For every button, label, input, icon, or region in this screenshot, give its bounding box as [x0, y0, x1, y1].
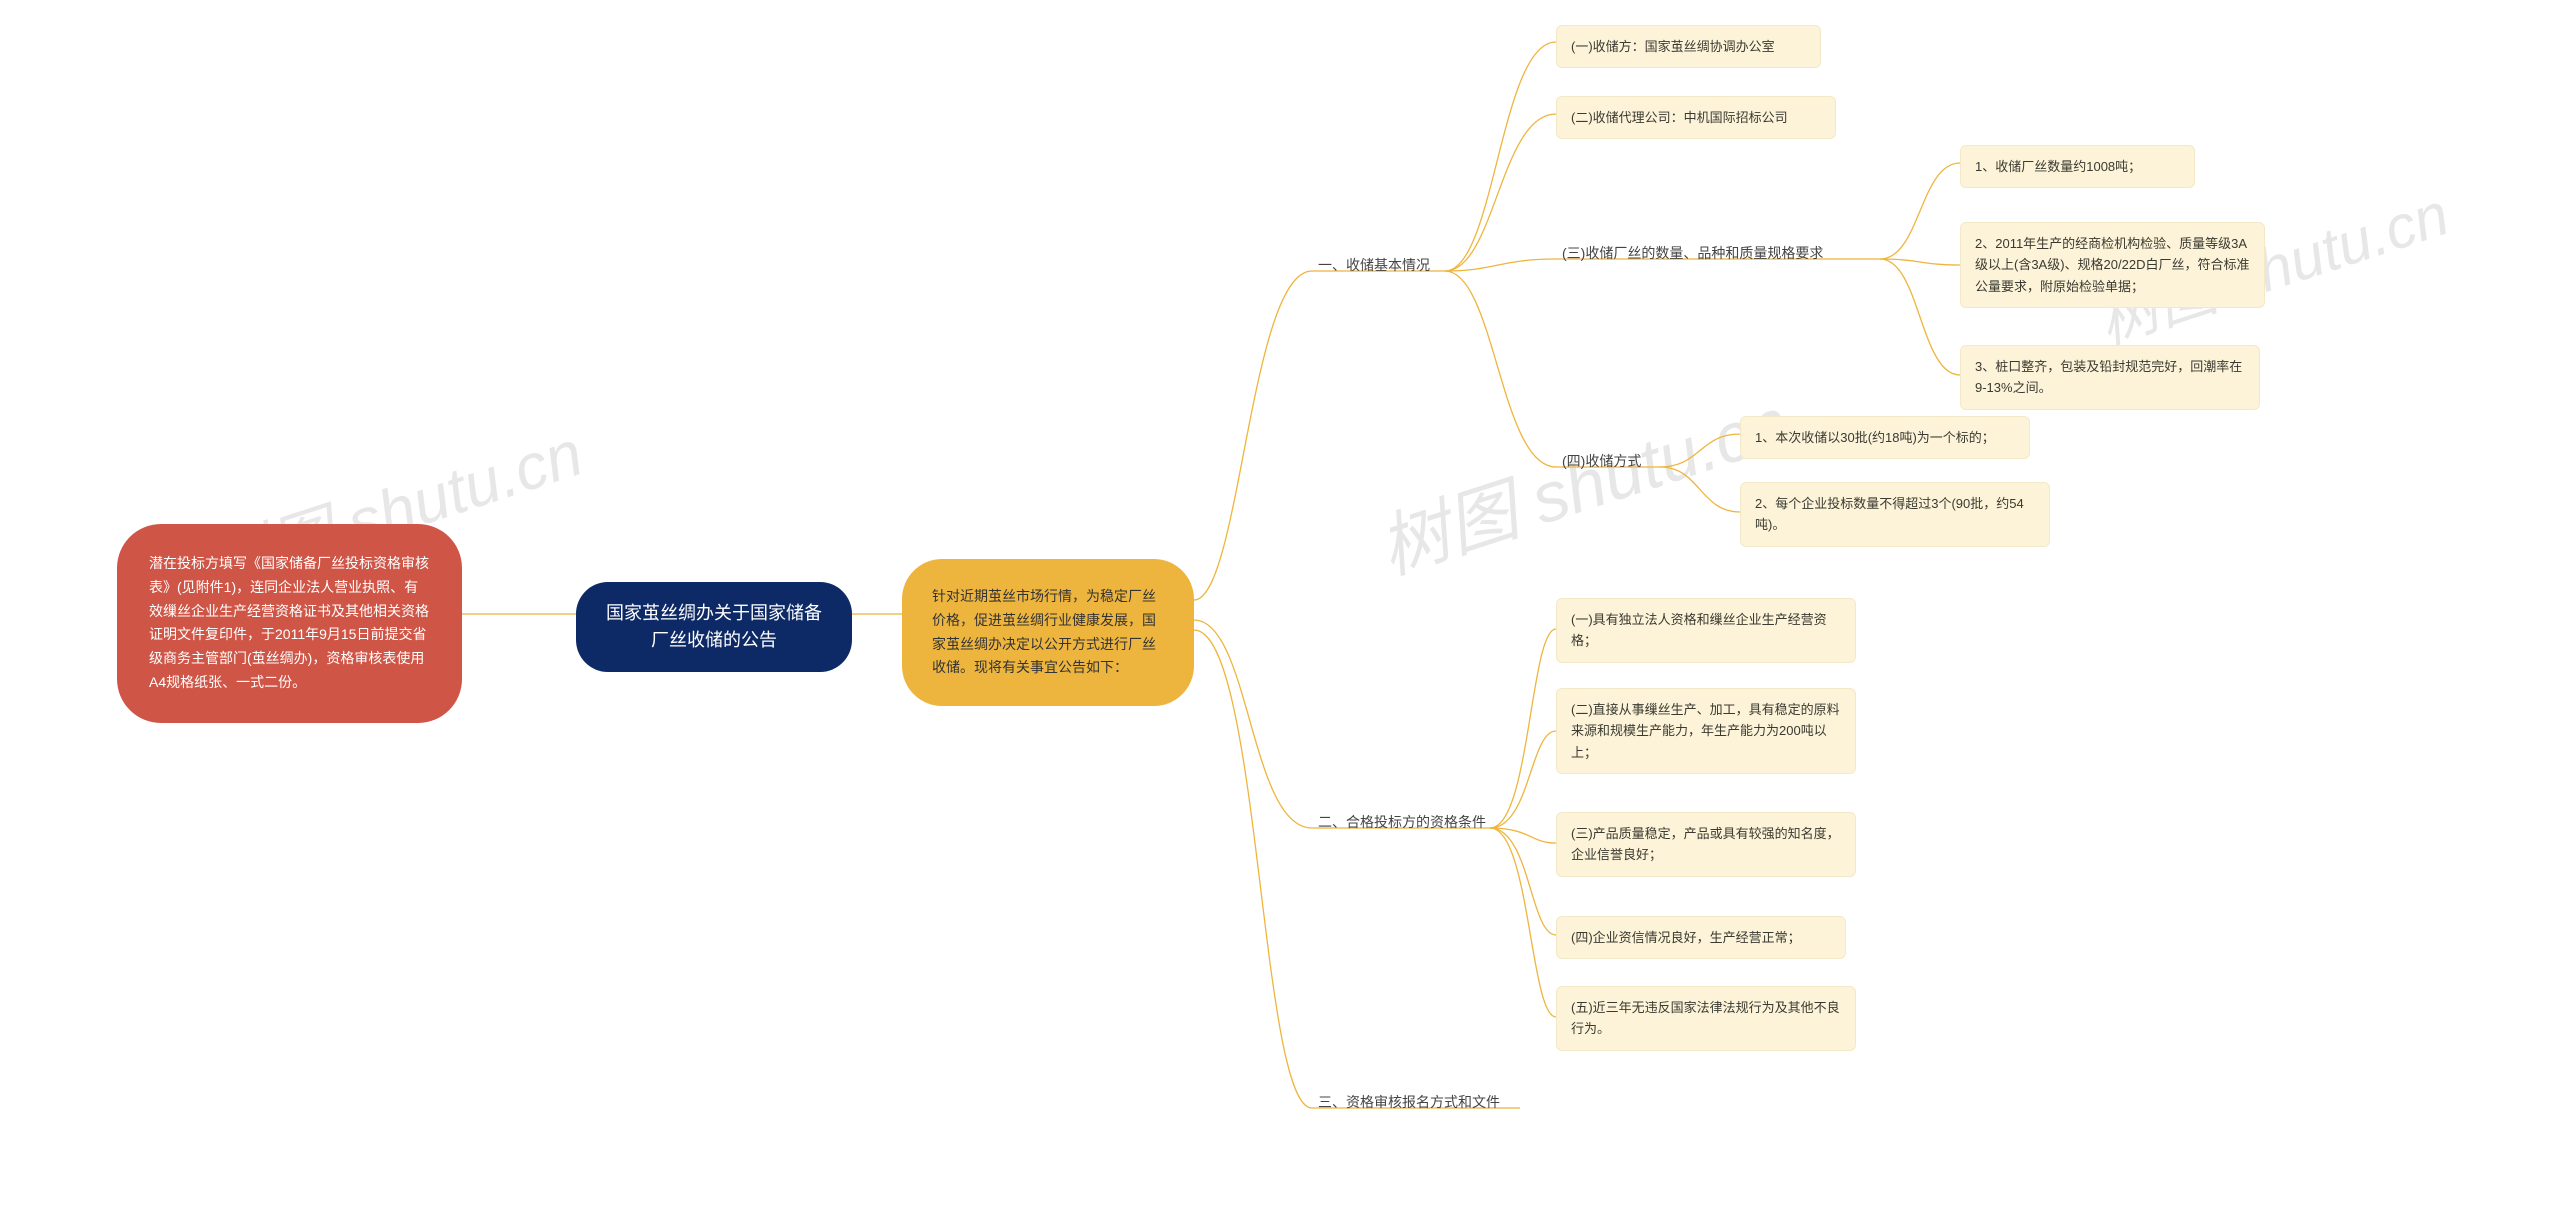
leaf-s2-c[interactable]: (三)产品质量稳定，产品或具有较强的知名度，企业信誉良好； — [1556, 812, 1856, 877]
leaf-s2-e[interactable]: (五)近三年无违反国家法律法规行为及其他不良行为。 — [1556, 986, 1856, 1051]
label-s1-c[interactable]: (三)收储厂丝的数量、品种和质量规格要求 — [1556, 240, 1829, 267]
leaf-s1-b[interactable]: (二)收储代理公司：中机国际招标公司 — [1556, 96, 1836, 139]
leaf-s1-c3[interactable]: 3、桩口整齐，包装及铅封规范完好，回潮率在9-13%之间。 — [1960, 345, 2260, 410]
section-2-label[interactable]: 二、合格投标方的资格条件 — [1312, 809, 1492, 836]
intro-node[interactable]: 针对近期茧丝市场行情，为稳定厂丝价格，促进茧丝绸行业健康发展，国家茧丝绸办决定以… — [902, 559, 1194, 706]
label-s1-d[interactable]: (四)收储方式 — [1556, 448, 1647, 475]
leaf-s2-a[interactable]: (一)具有独立法人资格和缫丝企业生产经营资格； — [1556, 598, 1856, 663]
watermark: 树图 shutu.cn — [1365, 367, 1800, 594]
leaf-s1-d2[interactable]: 2、每个企业投标数量不得超过3个(90批，约54吨)。 — [1740, 482, 2050, 547]
leaf-s1-a[interactable]: (一)收储方：国家茧丝绸协调办公室 — [1556, 25, 1821, 68]
root-node[interactable]: 国家茧丝绸办关于国家储备厂丝收储的公告 — [576, 582, 852, 672]
leaf-s2-d[interactable]: (四)企业资信情况良好，生产经营正常； — [1556, 916, 1846, 959]
section-3-label[interactable]: 三、资格审核报名方式和文件 — [1312, 1089, 1506, 1116]
leaf-s2-b[interactable]: (二)直接从事缫丝生产、加工，具有稳定的原料来源和规模生产能力，年生产能力为20… — [1556, 688, 1856, 774]
leaf-s1-d1[interactable]: 1、本次收储以30批(约18吨)为一个标的； — [1740, 416, 2030, 459]
section-1-label[interactable]: 一、收储基本情况 — [1312, 252, 1436, 279]
left-context-node[interactable]: 潜在投标方填写《国家储备厂丝投标资格审核表》(见附件1)，连同企业法人营业执照、… — [117, 524, 462, 723]
leaf-s1-c1[interactable]: 1、收储厂丝数量约1008吨； — [1960, 145, 2195, 188]
leaf-s1-c2[interactable]: 2、2011年生产的经商检机构检验、质量等级3A级以上(含3A级)、规格20/2… — [1960, 222, 2265, 308]
